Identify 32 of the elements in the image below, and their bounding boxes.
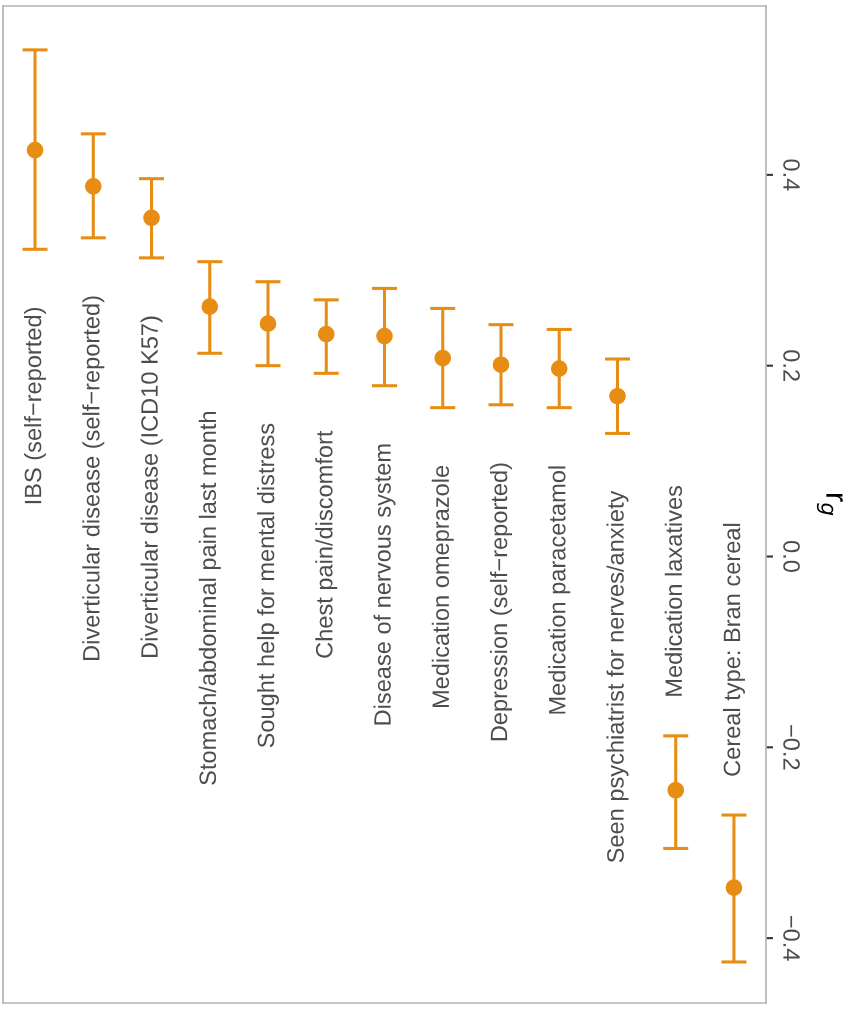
x-tick-label: Medication laxatives [664, 485, 683, 696]
x-tick-label: Depression (self−reported) [489, 463, 512, 741]
x-tick-label: Sought help for mental distress [257, 423, 280, 748]
point [317, 325, 335, 343]
y-tick-label: 0.2 [783, 350, 800, 381]
x-tick-label: Chest pain/discomfort [315, 430, 338, 658]
point [26, 141, 44, 159]
x-tick-label: Medication omeprazole [431, 465, 454, 708]
point [84, 177, 102, 195]
point [667, 781, 685, 799]
x-tick-label: Stomach/abdominal pain last month [198, 412, 221, 785]
y-tick-label: 0.0 [783, 541, 800, 572]
point [492, 356, 510, 374]
x-tick-label: Medication paracetamol [548, 466, 571, 714]
y-tick-label: 0.4 [783, 159, 800, 191]
x-tick-label: Seen psychiatrist for nerves/anxiety [606, 490, 629, 863]
point [259, 315, 277, 333]
y-axis-title: r$_{g}$ [816, 494, 843, 516]
point [143, 209, 160, 227]
y-tick-label: −0.4 [783, 915, 800, 961]
x-tick-label: Diverticular disease (self−reported) [82, 296, 105, 660]
point [609, 387, 626, 405]
y-tick-label: −0.2 [783, 725, 800, 770]
point [725, 879, 743, 896]
point [434, 349, 452, 367]
point [550, 360, 568, 377]
point [201, 298, 219, 315]
point [376, 327, 393, 345]
x-tick-label: IBS (self−reported) [24, 307, 47, 504]
x-tick-label: Diverticular disease (ICD10 K57) [140, 316, 163, 657]
x-tick-label: Cereal type: Bran cereal [722, 523, 745, 776]
x-tick-label: Disease of nervous system [373, 444, 396, 725]
